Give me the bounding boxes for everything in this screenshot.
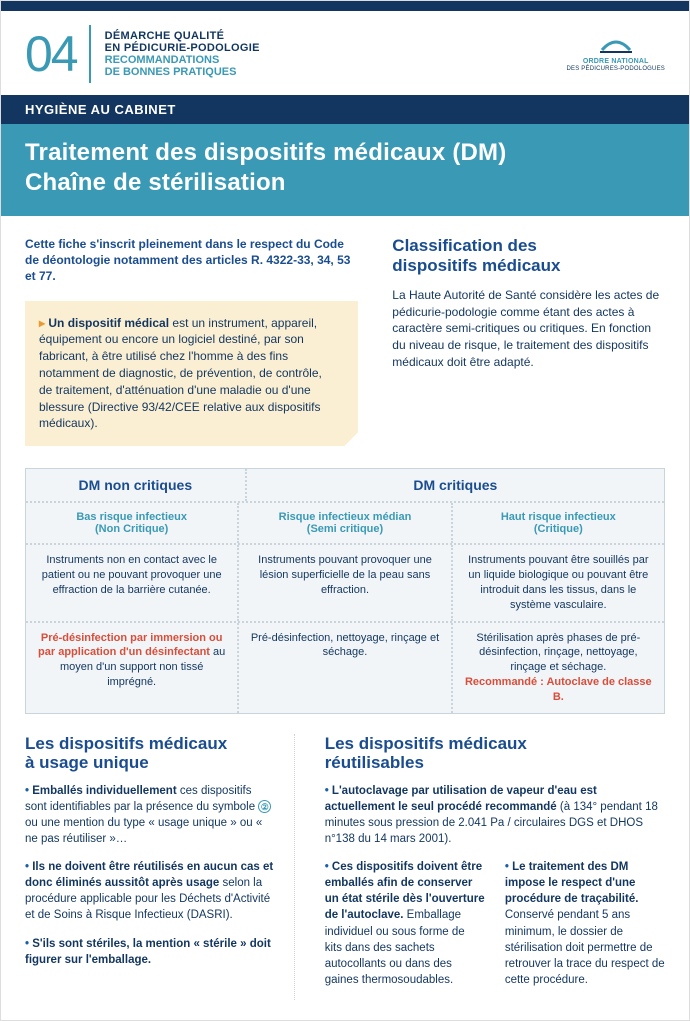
- sub-high: Haut risque infectieux(Critique): [453, 503, 664, 543]
- sub-med: Risque infectieux médian(Semi critique): [239, 503, 452, 543]
- title-line1: Traitement des dispositifs médicaux (DM): [25, 139, 506, 166]
- page: 04 DÉMARCHE QUALITÉ EN PÉDICURIE-PODOLOG…: [0, 0, 690, 1021]
- definition-box: ▸ Un dispositif médical est un instrumen…: [25, 301, 358, 447]
- logo-icon: [598, 36, 634, 56]
- uu-bullet1: • Emballés individuellement ces disposit…: [25, 783, 274, 847]
- usage-unique-heading: Les dispositifs médicaux à usage unique: [25, 734, 274, 773]
- uu-bullet3: • S'ils sont stériles, la mention « stér…: [25, 936, 274, 968]
- top-stripe: [1, 1, 689, 11]
- body-low: Instruments non en contact avec le patie…: [26, 545, 239, 620]
- header-text: DÉMARCHE QUALITÉ EN PÉDICURIE-PODOLOGIE …: [105, 30, 260, 78]
- table-body-row: Instruments non en contact avec le patie…: [26, 543, 664, 620]
- single-use-icon: ②: [258, 800, 271, 813]
- header-line2b: DE BONNES PRATIQUES: [105, 66, 260, 78]
- logo-sub: DES PÉDICURES-PODOLOGUES: [567, 66, 666, 73]
- logo: ORDRE NATIONAL DES PÉDICURES-PODOLOGUES: [567, 36, 666, 72]
- intro-row: Cette fiche s'inscrit pleinement dans le…: [25, 236, 665, 446]
- classification-table: DM non critiques DM critiques Bas risque…: [25, 468, 665, 714]
- page-title: Traitement des dispositifs médicaux (DM)…: [25, 138, 665, 198]
- table-header-row: DM non critiques DM critiques: [26, 469, 664, 501]
- header: 04 DÉMARCHE QUALITÉ EN PÉDICURIE-PODOLOG…: [1, 11, 689, 95]
- content: Cette fiche s'inscrit pleinement dans le…: [1, 216, 689, 1020]
- definition-text: est un instrument, appareil, équipement …: [39, 316, 322, 431]
- classification-heading: Classification des dispositifs médicaux: [392, 236, 665, 277]
- sub-low: Bas risque infectieux(Non Critique): [26, 503, 239, 543]
- bullet-icon: •: [325, 785, 332, 797]
- logo-main: ORDRE NATIONAL: [567, 58, 666, 66]
- header-line1a: DÉMARCHE QUALITÉ: [105, 30, 260, 42]
- classification-text: La Haute Autorité de Santé considère les…: [392, 287, 665, 371]
- arrow-icon: ▸: [39, 316, 45, 330]
- table-sub-row: Bas risque infectieux(Non Critique) Risq…: [26, 501, 664, 543]
- bullet-icon: •: [325, 861, 332, 873]
- foot-high: Stérilisation après phases de pré-désinf…: [453, 623, 664, 713]
- document-number: 04: [25, 25, 91, 83]
- th-crit: DM critiques: [247, 469, 664, 501]
- foot-med: Pré-désinfection, nettoyage, rinçage et …: [239, 623, 452, 713]
- title-line2: Chaîne de stérilisation: [25, 169, 286, 196]
- usage-unique-col: Les dispositifs médicaux à usage unique …: [25, 734, 295, 1000]
- definition-term: Un dispositif médical: [48, 316, 169, 330]
- header-line2a: RECOMMANDATIONS: [105, 54, 260, 66]
- table-foot-row: Pré-désinfection par immersion ou par ap…: [26, 621, 664, 713]
- re-bullet2: • Ces dispositifs doivent être emballés …: [325, 859, 485, 988]
- intro-right: Classification des dispositifs médicaux …: [392, 236, 665, 446]
- reusable-two-col: • Ces dispositifs doivent être emballés …: [325, 859, 665, 1000]
- re-bullet3: • Le traitement des DM impose le respect…: [505, 859, 665, 988]
- reusable-col: Les dispositifs médicaux réutilisables •…: [325, 734, 665, 1000]
- body-high: Instruments pouvant être souillés par un…: [453, 545, 664, 620]
- bullet-icon: •: [505, 861, 512, 873]
- bullet-icon: •: [25, 938, 32, 950]
- header-line1b: EN PÉDICURIE-PODOLOGIE: [105, 42, 260, 54]
- title-band: Traitement des dispositifs médicaux (DM)…: [1, 124, 689, 216]
- intro-lead: Cette fiche s'inscrit pleinement dans le…: [25, 236, 358, 285]
- th-noncrit: DM non critiques: [26, 469, 247, 501]
- reusable-heading: Les dispositifs médicaux réutilisables: [325, 734, 665, 773]
- uu-bullet2: • Ils ne doivent être réutilisés en aucu…: [25, 859, 274, 923]
- foot-low: Pré-désinfection par immersion ou par ap…: [26, 623, 239, 713]
- lower-row: Les dispositifs médicaux à usage unique …: [25, 734, 665, 1000]
- logo-text: ORDRE NATIONAL DES PÉDICURES-PODOLOGUES: [567, 58, 666, 72]
- body-med: Instruments pouvant provoquer une lésion…: [239, 545, 452, 620]
- category-band: HYGIÈNE AU CABINET: [1, 95, 689, 124]
- re-bullet1: • L'autoclavage par utilisation de vapeu…: [325, 783, 665, 847]
- intro-left: Cette fiche s'inscrit pleinement dans le…: [25, 236, 358, 446]
